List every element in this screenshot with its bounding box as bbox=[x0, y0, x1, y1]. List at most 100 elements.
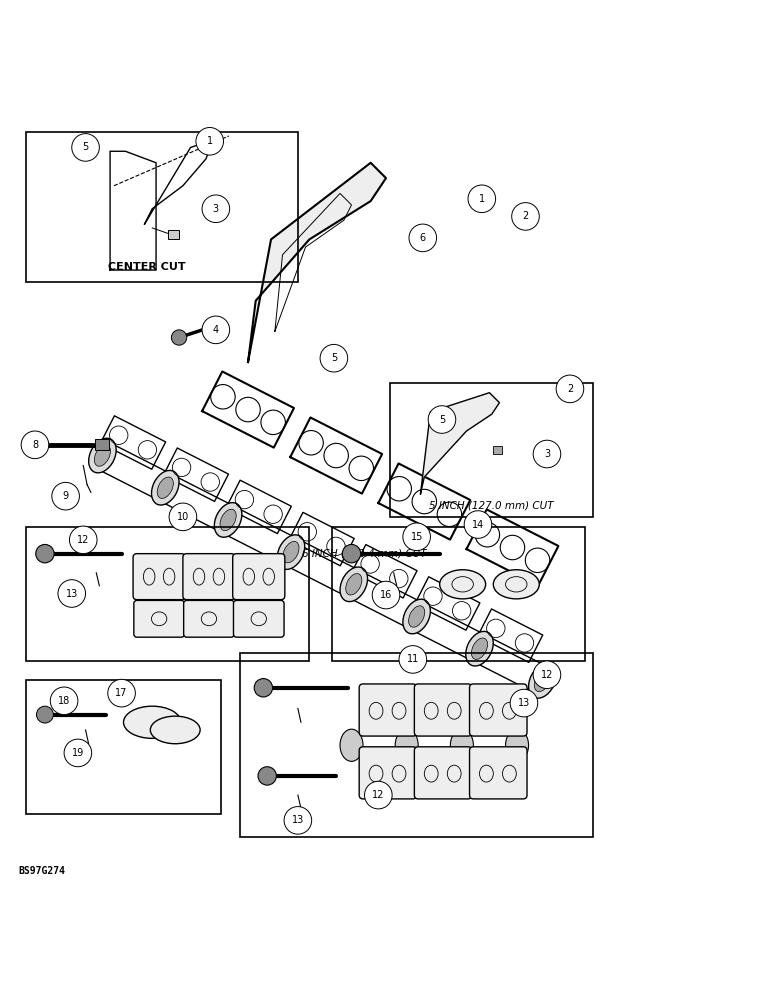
Text: 11: 11 bbox=[407, 654, 419, 664]
Circle shape bbox=[533, 661, 560, 689]
Circle shape bbox=[428, 406, 455, 433]
Circle shape bbox=[464, 511, 492, 538]
Text: 3: 3 bbox=[544, 449, 550, 459]
Text: 12: 12 bbox=[540, 670, 554, 680]
Bar bbox=[493, 446, 503, 454]
Text: BS97G274: BS97G274 bbox=[18, 866, 65, 876]
Ellipse shape bbox=[151, 716, 200, 744]
Text: 5: 5 bbox=[330, 353, 337, 363]
Circle shape bbox=[533, 440, 560, 468]
Ellipse shape bbox=[89, 438, 116, 473]
Ellipse shape bbox=[403, 599, 431, 634]
Ellipse shape bbox=[157, 477, 174, 498]
Polygon shape bbox=[248, 163, 386, 362]
Text: 2: 2 bbox=[567, 384, 573, 394]
Circle shape bbox=[72, 134, 100, 161]
Ellipse shape bbox=[283, 541, 299, 563]
Circle shape bbox=[510, 689, 538, 717]
Ellipse shape bbox=[94, 445, 110, 466]
Bar bbox=[25, 680, 222, 814]
Bar bbox=[25, 132, 298, 282]
Ellipse shape bbox=[340, 567, 367, 602]
Text: 9: 9 bbox=[63, 491, 69, 501]
Text: 19: 19 bbox=[72, 748, 84, 758]
FancyBboxPatch shape bbox=[359, 747, 417, 799]
Ellipse shape bbox=[124, 706, 181, 738]
Ellipse shape bbox=[466, 631, 493, 666]
Circle shape bbox=[254, 679, 273, 697]
Ellipse shape bbox=[277, 535, 305, 569]
Text: 17: 17 bbox=[115, 688, 127, 698]
Text: 14: 14 bbox=[472, 520, 484, 530]
Circle shape bbox=[409, 224, 437, 252]
Bar bbox=[168, 230, 179, 239]
Text: 15: 15 bbox=[411, 532, 423, 542]
Circle shape bbox=[399, 646, 427, 673]
Text: 5: 5 bbox=[438, 415, 445, 425]
Circle shape bbox=[169, 503, 197, 531]
Text: 13: 13 bbox=[66, 589, 78, 599]
Text: 12: 12 bbox=[77, 535, 90, 545]
Text: 5: 5 bbox=[83, 142, 89, 152]
Ellipse shape bbox=[529, 664, 556, 698]
Text: 1: 1 bbox=[207, 136, 213, 146]
FancyBboxPatch shape bbox=[469, 684, 527, 736]
Circle shape bbox=[52, 482, 80, 510]
Text: 18: 18 bbox=[58, 696, 70, 706]
Circle shape bbox=[196, 128, 224, 155]
Ellipse shape bbox=[346, 574, 362, 595]
Ellipse shape bbox=[220, 509, 236, 531]
FancyBboxPatch shape bbox=[415, 747, 472, 799]
Circle shape bbox=[108, 679, 135, 707]
Ellipse shape bbox=[450, 729, 473, 761]
Bar bbox=[240, 653, 593, 837]
Circle shape bbox=[284, 807, 312, 834]
Ellipse shape bbox=[506, 729, 529, 761]
Text: 3: 3 bbox=[213, 204, 219, 214]
Text: 13: 13 bbox=[518, 698, 530, 708]
Bar bbox=[25, 527, 310, 661]
FancyBboxPatch shape bbox=[233, 600, 284, 637]
Ellipse shape bbox=[395, 729, 418, 761]
Bar bbox=[333, 527, 585, 661]
FancyBboxPatch shape bbox=[183, 554, 235, 600]
Text: 6 INCH (152.4 mm) CUT: 6 INCH (152.4 mm) CUT bbox=[302, 549, 426, 559]
Ellipse shape bbox=[151, 470, 179, 505]
Circle shape bbox=[342, 544, 361, 563]
Circle shape bbox=[320, 344, 347, 372]
Text: 12: 12 bbox=[372, 790, 384, 800]
Circle shape bbox=[202, 195, 229, 223]
Circle shape bbox=[58, 580, 86, 607]
Circle shape bbox=[556, 375, 584, 403]
Circle shape bbox=[202, 316, 229, 344]
Circle shape bbox=[171, 330, 187, 345]
Circle shape bbox=[512, 203, 540, 230]
Circle shape bbox=[64, 739, 92, 767]
Circle shape bbox=[50, 687, 78, 715]
Circle shape bbox=[36, 706, 53, 723]
Text: CENTER CUT: CENTER CUT bbox=[107, 262, 185, 272]
Ellipse shape bbox=[340, 729, 363, 761]
FancyBboxPatch shape bbox=[469, 747, 527, 799]
Ellipse shape bbox=[493, 570, 540, 599]
Ellipse shape bbox=[534, 670, 550, 692]
Ellipse shape bbox=[439, 570, 486, 599]
FancyBboxPatch shape bbox=[232, 554, 285, 600]
Text: 5 INCH (127.0 mm) CUT: 5 INCH (127.0 mm) CUT bbox=[429, 501, 554, 511]
FancyBboxPatch shape bbox=[184, 600, 234, 637]
Circle shape bbox=[372, 581, 400, 609]
Circle shape bbox=[69, 526, 97, 554]
Bar bbox=[95, 439, 109, 450]
Bar bbox=[390, 383, 593, 517]
Text: 10: 10 bbox=[177, 512, 189, 522]
Text: 8: 8 bbox=[32, 440, 38, 450]
Circle shape bbox=[36, 544, 54, 563]
Text: 6: 6 bbox=[420, 233, 426, 243]
Circle shape bbox=[468, 185, 496, 213]
Text: 1: 1 bbox=[479, 194, 485, 204]
Circle shape bbox=[364, 781, 392, 809]
FancyBboxPatch shape bbox=[359, 684, 417, 736]
Circle shape bbox=[258, 767, 276, 785]
Text: 2: 2 bbox=[523, 211, 529, 221]
Text: 13: 13 bbox=[292, 815, 304, 825]
